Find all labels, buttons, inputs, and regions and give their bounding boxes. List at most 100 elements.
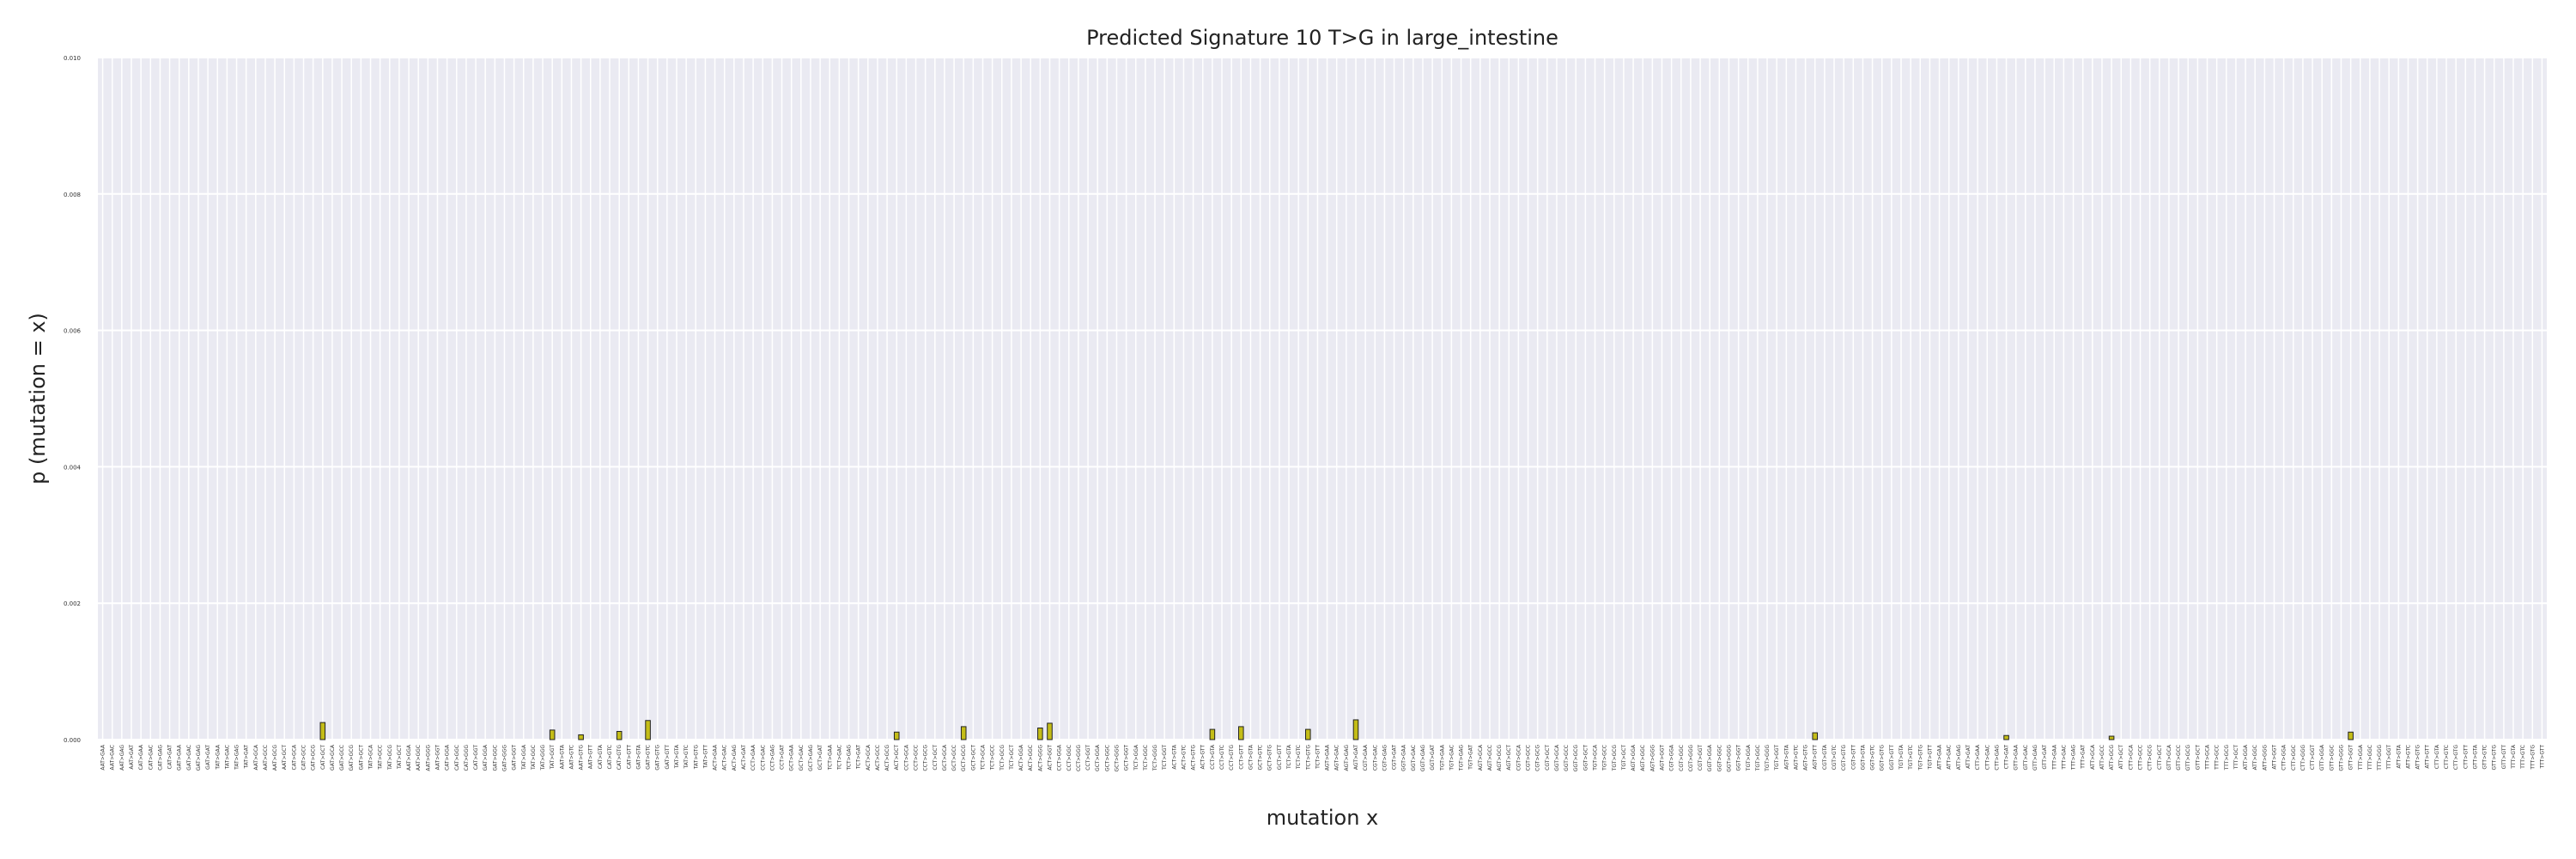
x-tick-label: CGT>GTA (1822, 744, 1828, 770)
bar-AGT>GAT (1352, 719, 1359, 740)
x-tick-label: AGT>GCG (1497, 745, 1503, 771)
x-tick-label: TAT>GTG (693, 745, 699, 771)
x-tick-label: GTT>GCT (2195, 745, 2201, 771)
x-tick-label: GCT>GAC (799, 745, 805, 771)
x-tick-label: ACT>GTA (1171, 744, 1177, 770)
x-tick-label: AAT>GTT (588, 745, 594, 770)
bar-ACT>GGT (1047, 722, 1053, 740)
x-tick-label: GGT>GAC (1411, 745, 1417, 771)
y-tick-label: 0.008 (64, 192, 81, 198)
x-tick-label: ATT>GGG (2262, 745, 2268, 771)
x-tick-label: GTT>GTA (2472, 744, 2478, 769)
x-tick-label: TTT>GGG (2377, 745, 2383, 771)
x-tick-label: ACT>GGC (1028, 745, 1034, 771)
x-tick-label: TGT>GAT (1468, 745, 1474, 771)
x-tick-label: TAT>GTA (674, 744, 680, 769)
x-tick-label: GGT>GGC (1716, 745, 1722, 771)
x-tick-label: AGT>GAG (1344, 745, 1350, 771)
x-tick-label: TCT>GTC (1296, 745, 1302, 770)
grid-lines (98, 57, 2547, 740)
x-tick-label: ATT>GCT (2118, 745, 2124, 770)
bar-ACT>GGG (1037, 728, 1043, 740)
x-tick-label: GGT>GCC (1564, 745, 1570, 771)
x-tick-label: CAT>GTA (598, 744, 604, 769)
bar-ACT>GCT (893, 731, 900, 740)
x-tick-label: GTT>GCG (2185, 745, 2191, 771)
x-tick-label: AGT>GGC (1640, 745, 1646, 771)
x-tick-label: AGT>GAA (1325, 744, 1331, 771)
chart-title: Predicted Signature 10 T>G in large_inte… (1086, 26, 1558, 50)
x-tick-label: AAT>GAT (129, 745, 135, 770)
x-tick-label: GTT>GAT (2042, 745, 2048, 770)
x-tick-label: CGT>GTT (1850, 745, 1856, 770)
x-tick-label: TCT>GGC (1143, 745, 1149, 771)
x-tick-label: AGT>GGG (1649, 745, 1656, 771)
x-tick-label: GAT>GAC (186, 745, 192, 771)
bars (319, 719, 2354, 740)
bar-GTT>GGT (2348, 731, 2354, 740)
x-tick-label: AGT>GGA (1631, 744, 1637, 771)
x-tick-label: GGT>GCT (1583, 745, 1589, 771)
x-tick-label: AAT>GTA (559, 744, 565, 769)
x-tick-label: GAT>GCG (349, 745, 355, 771)
x-tick-label: TTT>GAG (2071, 745, 2077, 771)
x-tick-label: ACT>GCC (875, 745, 881, 771)
y-tick-labels: 0.000 0.002 0.004 0.006 0.008 0.010 (64, 55, 82, 744)
x-tick-label: AAT>GGC (416, 745, 422, 771)
x-tick-label: CCT>GCA (903, 744, 909, 771)
x-tick-label: AGT>GCA (1478, 744, 1484, 771)
x-tick-label: TAT>GTT (702, 745, 708, 770)
x-tick-label: GCT>GGG (1114, 745, 1120, 772)
x-tick-label: GGT>GAG (1420, 745, 1426, 771)
x-tick-label: CCT>GCT (933, 745, 939, 771)
x-tick-label: GCT>GGT (1124, 745, 1130, 771)
x-tick-label: AAT>GAG (119, 745, 125, 771)
x-tick-label: CGT>GTG (1841, 745, 1847, 771)
x-tick-label: ATT>GGC (2252, 745, 2258, 770)
x-tick-label: TAT>GAA (215, 744, 221, 770)
x-tick-label: ATT>GCG (2109, 745, 2115, 771)
x-tick-label: CTT>GCT (2157, 745, 2163, 770)
x-tick-label: ATT>GTG (2415, 745, 2421, 770)
x-tick-label: TTT>GGC (2367, 745, 2373, 771)
x-tick-label: TGT>GAG (1459, 745, 1465, 771)
x-tick-label: GAT>GAT (205, 745, 211, 770)
x-tick-label: GTT>GTG (2492, 745, 2498, 771)
x-tick-label: TGT>GAA (1439, 744, 1445, 771)
x-tick-label: CCT>GGA (1057, 744, 1063, 771)
x-tick-label: CTT>GAT (2004, 745, 2010, 770)
x-tick-label: TGT>GTG (1917, 745, 1923, 771)
x-tick-label: CCT>GCG (923, 745, 929, 771)
x-tick-label: AAT>GGA (406, 744, 412, 771)
x-tick-label: CTT>GCG (2148, 745, 2154, 771)
y-tick-label: 0.010 (64, 55, 81, 62)
x-tick-label: CGT>GCT (1545, 745, 1551, 771)
x-tick-label: ACT>GTC (1181, 745, 1187, 770)
x-tick-label: AGT>GTC (1793, 745, 1799, 770)
x-tick-label: AAT>GCC (263, 745, 269, 771)
x-tick-label: GAT>GAA (177, 744, 183, 771)
x-tick-label: GGT>GTG (1880, 745, 1886, 771)
x-tick-label: CGT>GGA (1669, 744, 1675, 771)
x-tick-label: GTT>GTC (2482, 745, 2488, 770)
x-tick-label: GTT>GCA (2166, 744, 2172, 771)
x-tick-label: GTT>GGC (2329, 745, 2335, 771)
x-tick-label: TTT>GTC (2520, 745, 2526, 770)
plot-background (98, 58, 2547, 740)
x-tick-label: ACT>GAC (722, 745, 728, 771)
x-tick-label: TTT>GCC (2215, 745, 2221, 771)
x-tick-label: ACT>GCT (894, 745, 900, 771)
x-tick-label: TGT>GTC (1908, 745, 1914, 771)
x-tick-label: GGT>GAA (1401, 744, 1407, 771)
x-tick-label: TGT>GTA (1899, 744, 1905, 770)
x-tick-label: ATT>GTA (2396, 744, 2402, 769)
x-tick-label: CCT>GTA (1210, 744, 1216, 770)
x-tick-label: CCT>GAG (769, 745, 775, 771)
x-tick-label: GGT>GAT (1430, 745, 1436, 771)
x-tick-label: TGT>GGG (1765, 745, 1771, 772)
bar-CCT>GTA (1209, 728, 1216, 740)
x-tick-label: TCT>GCG (999, 745, 1005, 771)
x-tick-label: ACT>GGG (1037, 745, 1043, 771)
x-tick-label: CGT>GAA (1363, 744, 1369, 771)
